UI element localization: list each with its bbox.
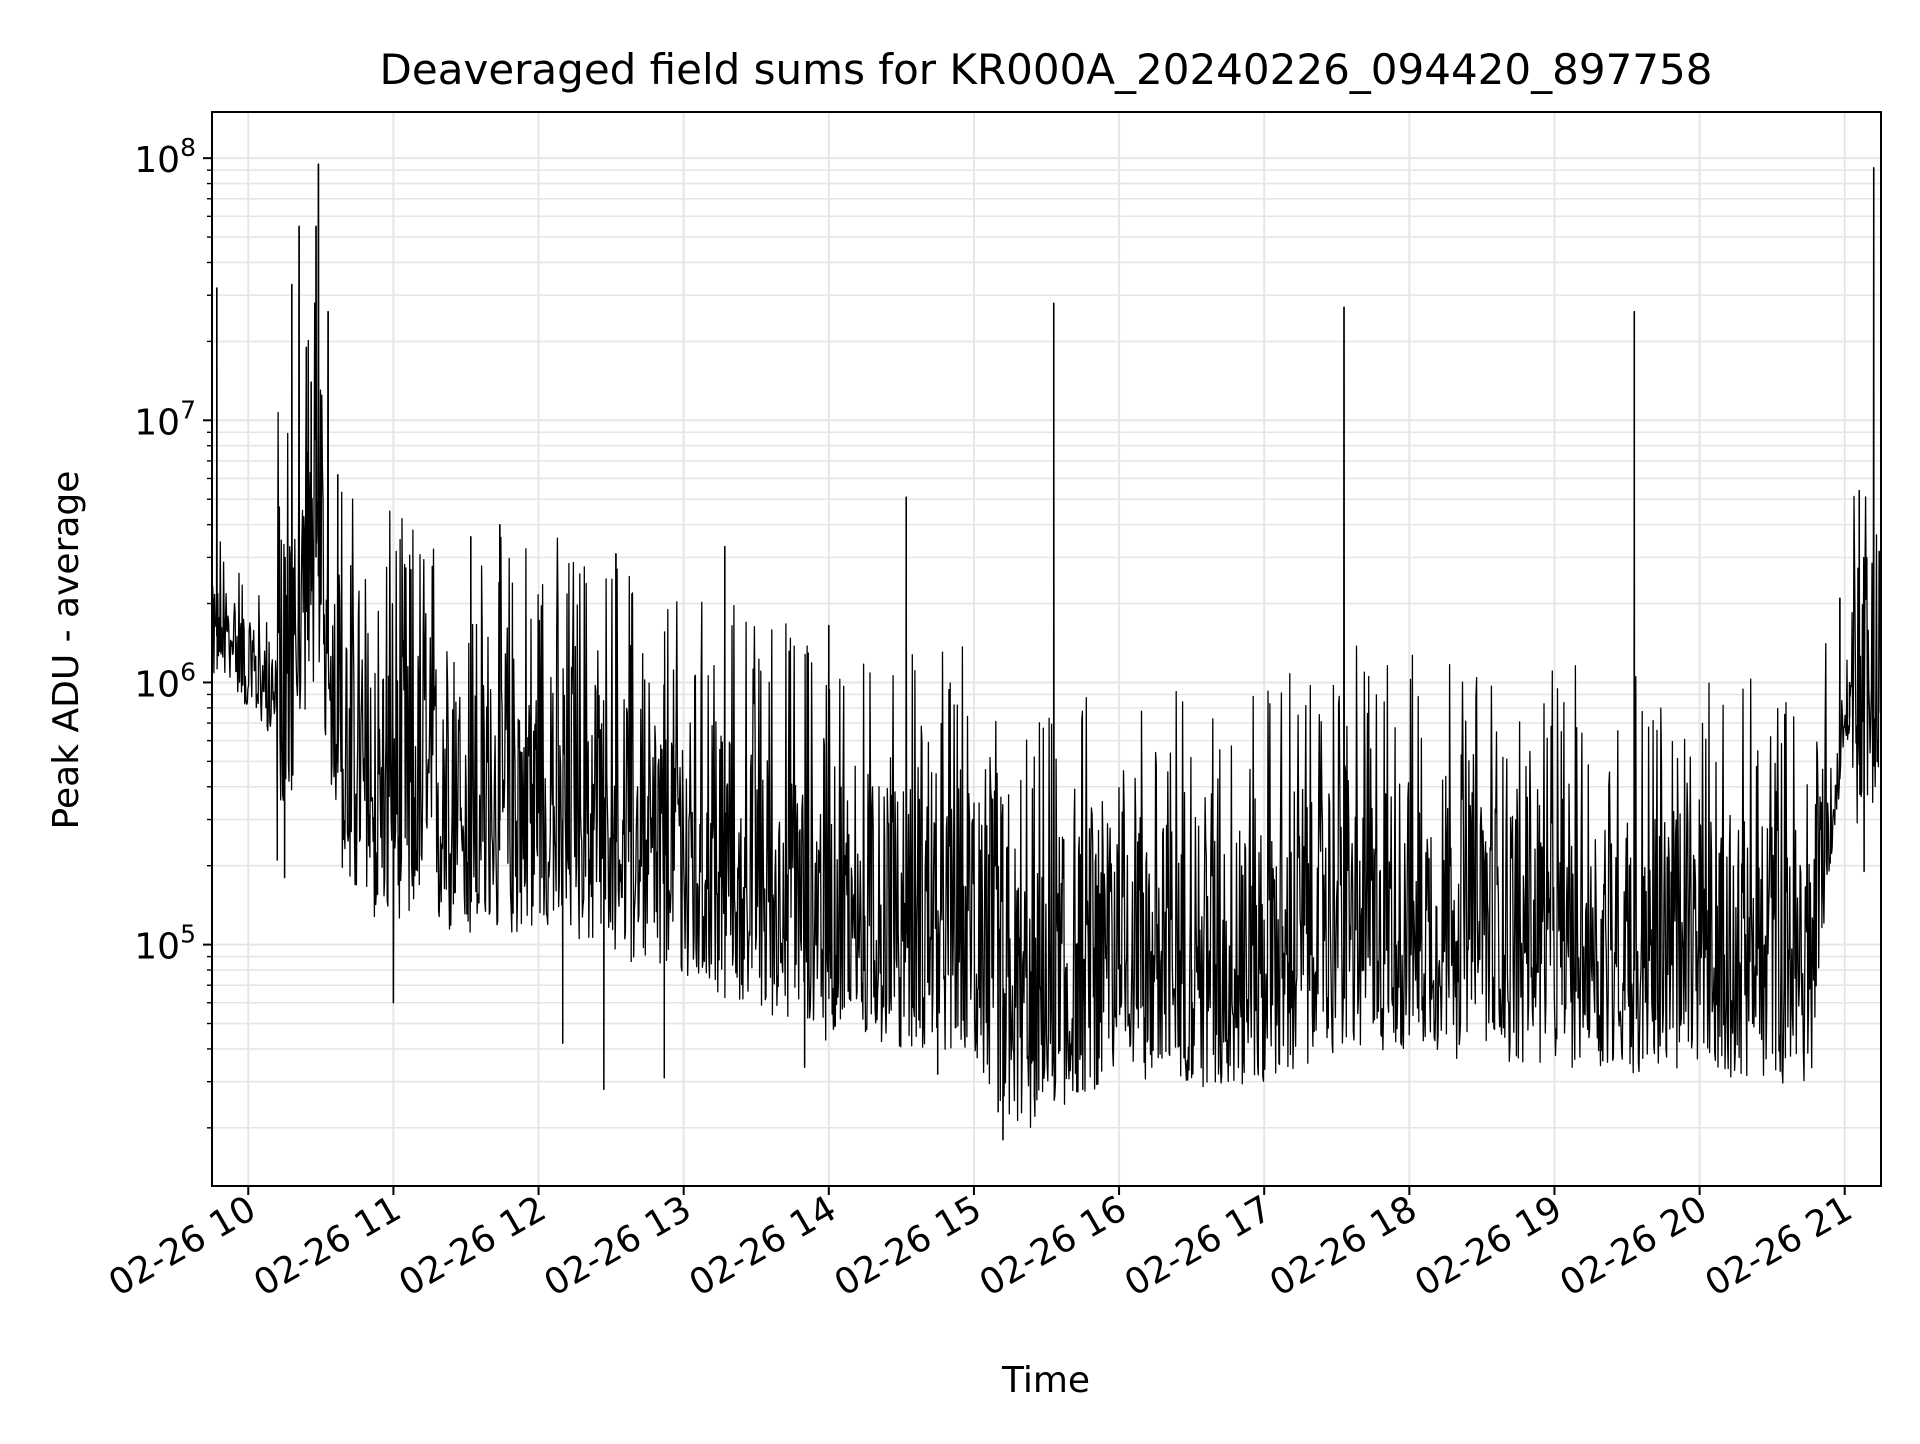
y-tick-exponent: 5 xyxy=(180,920,196,949)
y-tick-exponent: 8 xyxy=(180,133,196,162)
y-tick-base: 10 xyxy=(134,402,180,443)
x-axis-label: Time xyxy=(1001,1360,1090,1401)
plot-frame xyxy=(211,111,1882,1187)
y-tick-label: 106 xyxy=(134,657,196,705)
data-area xyxy=(212,163,1881,1141)
y-tick-label: 105 xyxy=(134,920,196,968)
y-tick-exponent: 6 xyxy=(180,657,196,686)
y-tick-label: 107 xyxy=(134,395,196,443)
chart-title: Deaveraged field sums for KR000A_2024022… xyxy=(380,45,1713,94)
y-tick-exponent: 7 xyxy=(180,395,196,424)
y-tick-base: 10 xyxy=(134,664,180,705)
y-tick-base: 10 xyxy=(134,140,180,181)
y-tick-label: 108 xyxy=(134,133,196,181)
y-axis-label: Peak ADU - average xyxy=(46,471,87,830)
y-tick-base: 10 xyxy=(134,927,180,968)
